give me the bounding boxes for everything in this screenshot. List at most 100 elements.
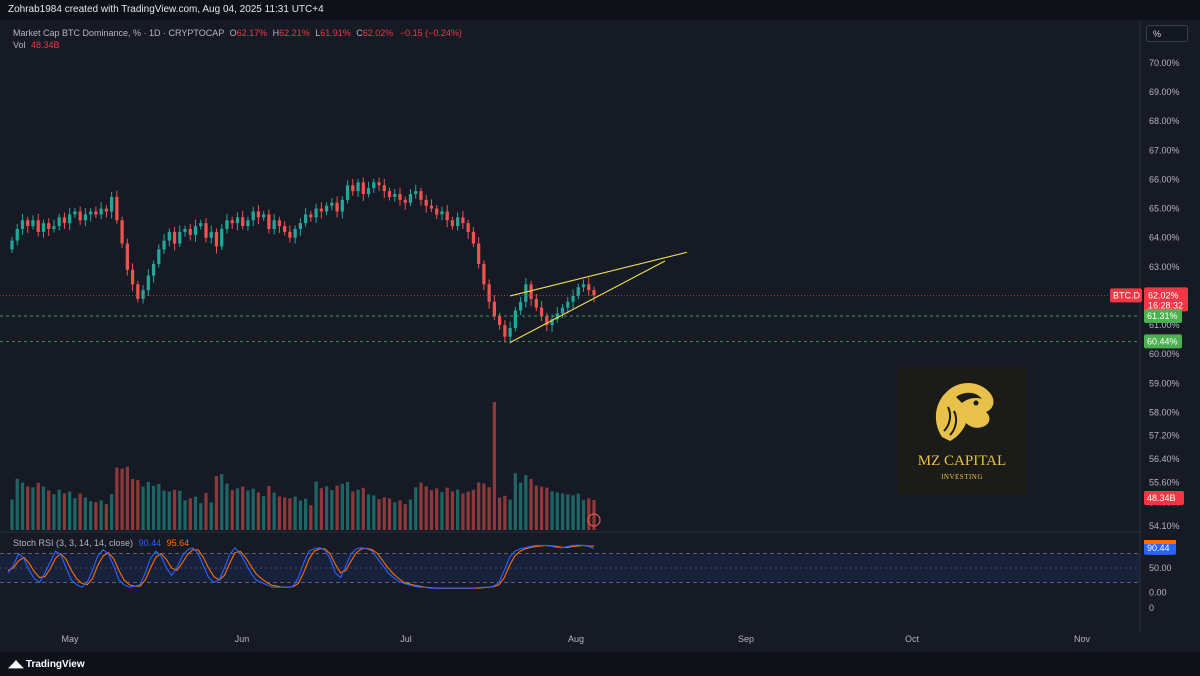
- candle-body: [136, 284, 140, 299]
- candle-body: [272, 220, 276, 229]
- volume-bar: [298, 500, 303, 530]
- volume-bar: [68, 491, 72, 530]
- change-value: −0.15 (−0.24%): [399, 28, 462, 38]
- price-tick-label: 67.00%: [1149, 145, 1180, 155]
- candle-body: [435, 208, 439, 215]
- volume-bar: [47, 490, 51, 530]
- candle-body: [62, 217, 67, 224]
- candle-body: [246, 220, 250, 227]
- candle-body: [199, 223, 203, 227]
- candle-body: [20, 220, 25, 229]
- volume-legend: Vol 48.34B: [13, 40, 60, 50]
- candle-body: [47, 223, 51, 229]
- candle-body: [204, 223, 208, 238]
- volume-bar: [20, 482, 25, 530]
- volume-bar: [361, 487, 365, 530]
- candle-body: [125, 243, 129, 270]
- volume-bar: [461, 493, 465, 530]
- volume-bar: [450, 491, 455, 530]
- candle-body: [120, 220, 124, 244]
- volume-bar: [209, 502, 213, 530]
- volume-bar: [94, 502, 98, 530]
- candle-body: [193, 226, 198, 235]
- volume-bar: [31, 487, 35, 530]
- time-tick-label: Nov: [1074, 634, 1091, 644]
- volume-bar: [151, 485, 156, 530]
- price-tick-label: 64.00%: [1149, 233, 1180, 243]
- volume-bar: [330, 490, 334, 530]
- stoch-rsi-d-marker: [1144, 540, 1176, 544]
- stoch-rsi-value-tag: 90.44: [1147, 543, 1170, 553]
- candle-body: [513, 310, 517, 328]
- percent-scale-button[interactable]: %: [1146, 25, 1188, 42]
- candle-body: [68, 214, 72, 224]
- candle-body: [267, 214, 271, 229]
- volume-bar: [477, 482, 481, 530]
- volume-bar: [241, 486, 245, 530]
- volume-bar: [445, 487, 449, 530]
- candle-body: [539, 307, 544, 317]
- candle-body: [115, 196, 119, 221]
- volume-bar: [89, 501, 93, 530]
- tradingview-brand: TradingView: [25, 659, 85, 670]
- candle-body: [529, 284, 533, 299]
- volume-bar: [167, 491, 171, 530]
- volume-value: 48.34B: [31, 40, 60, 50]
- volume-bar: [10, 499, 14, 530]
- volume-bar: [225, 483, 229, 530]
- volume-bar: [345, 482, 350, 530]
- candle-body: [419, 191, 423, 200]
- low-value: 61.91%: [320, 28, 351, 38]
- volume-bar: [303, 498, 308, 530]
- volume-bar: [162, 490, 166, 530]
- stoch-rsi-tick-label: 50.00: [1149, 563, 1172, 573]
- price-tick-label: 57.20%: [1149, 431, 1180, 441]
- support-price-tag: 60.44%: [1147, 336, 1178, 346]
- volume-bar: [555, 492, 559, 530]
- candle-body: [220, 228, 224, 247]
- volume-bar: [41, 486, 46, 530]
- bottom-bar: ◢◣ TradingView: [0, 652, 1200, 676]
- volume-bar: [566, 494, 570, 530]
- chart-canvas[interactable]: 70.00% 69.00% 68.00% 67.00% 66.00% 65.00% 64.0…: [0, 20, 1200, 652]
- price-tick-label: 59.00%: [1149, 378, 1180, 388]
- volume-bar: [220, 474, 224, 530]
- price-tick-label: 55.60%: [1149, 477, 1180, 487]
- volume-bar: [587, 498, 591, 530]
- volume-bar: [429, 490, 434, 530]
- candle-body: [372, 182, 376, 189]
- candle-body: [471, 231, 476, 244]
- lion-head-icon: [935, 383, 994, 441]
- volume-bar: [581, 500, 586, 530]
- candle-body: [89, 211, 93, 215]
- candle-body: [440, 211, 444, 215]
- volume-bar: [172, 489, 177, 530]
- volume-bar: [356, 489, 360, 530]
- candle-body: [351, 185, 355, 192]
- volume-bar: [125, 466, 129, 530]
- volume-bar: [513, 473, 517, 530]
- price-tick-label: 66.00%: [1149, 174, 1180, 184]
- volume-price-tag: 48.34B: [1147, 493, 1176, 503]
- candle-body: [303, 214, 308, 224]
- candle-body: [330, 202, 334, 206]
- wedge-lower-line: [509, 260, 666, 344]
- author-credit: Zohrab1984 created with TradingView.com,…: [8, 4, 324, 15]
- candle-body: [73, 211, 77, 215]
- price-tick-label: 56.40%: [1149, 454, 1180, 464]
- candle-body: [335, 202, 339, 212]
- candle-body: [387, 191, 392, 197]
- candle-body: [99, 208, 103, 215]
- candle-body: [141, 290, 145, 299]
- volume-bar: [78, 493, 82, 530]
- volume-bar: [178, 490, 182, 530]
- candle-body: [482, 263, 486, 285]
- volume-bar: [293, 496, 297, 530]
- candle-body: [10, 240, 14, 250]
- candle-body: [146, 275, 150, 291]
- candle-body: [545, 316, 549, 326]
- candle-body: [581, 284, 586, 288]
- stoch-rsi-tick-label: 0: [1149, 603, 1154, 613]
- candle-body: [566, 301, 570, 308]
- symbol-price-tag: BTC.D: [1113, 290, 1141, 300]
